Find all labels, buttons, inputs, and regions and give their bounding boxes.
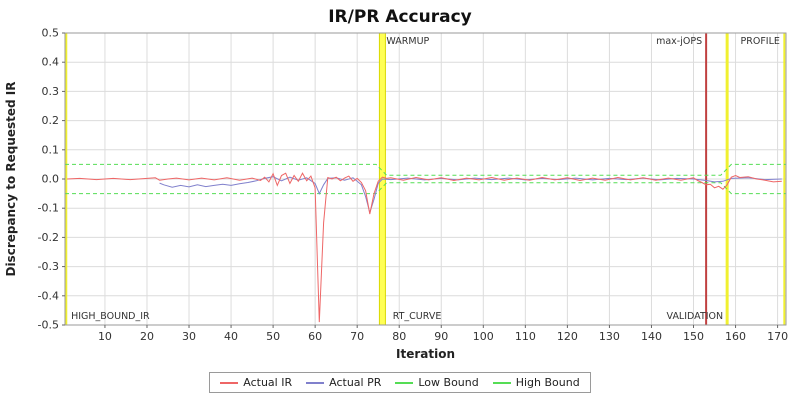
phase-marker-line [725, 33, 729, 325]
x-tick-label: 130 [599, 330, 620, 343]
y-tick-label: 0.3 [42, 85, 60, 98]
chart-title: IR/PR Accuracy [328, 7, 472, 27]
y-tick-label: 0.2 [42, 114, 60, 127]
phase-marker-line [65, 33, 68, 325]
series-low-bound [65, 182, 786, 195]
x-tick-label: 50 [266, 330, 280, 343]
y-tick-label: 0.5 [42, 28, 60, 40]
plot-canvas: 10 20 30 40 50 60 70 80 90 100 110 120 130 140 150 160 1… [4, 28, 789, 361]
legend-item-high-bound: High Bound [492, 376, 580, 389]
x-tick-label: 150 [683, 330, 704, 343]
annotation-warmup: WARMUP [386, 36, 429, 47]
x-tick-label: 80 [392, 330, 406, 343]
x-tick-label: 110 [515, 330, 536, 343]
x-tick-label: 90 [434, 330, 448, 343]
y-tick-label: 0.1 [42, 143, 60, 156]
legend-swatch [220, 381, 239, 384]
legend: Actual IR Actual PR Low Bound High Bound [209, 372, 591, 393]
legend-item-label: Low Bound [418, 376, 479, 389]
phase-marker-line [783, 33, 786, 325]
axis-ticks: 10 20 30 40 50 60 70 80 90 100 110 120 130 140 150 160 1… [38, 28, 789, 343]
series-high-bound [65, 163, 786, 176]
legend-item-low-bound: Low Bound [395, 376, 479, 389]
y-tick-label: -0.1 [38, 202, 59, 215]
x-axis-label: Iteration [396, 347, 455, 361]
legend-item-label: High Bound [515, 376, 580, 389]
x-tick-label: 170 [767, 330, 788, 343]
y-tick-label: 0.0 [42, 173, 60, 186]
legend-item-actual-ir: Actual IR [220, 376, 292, 389]
y-tick-label: -0.5 [38, 319, 59, 332]
y-tick-label: -0.3 [38, 260, 59, 273]
y-tick-label: -0.4 [38, 289, 59, 302]
x-tick-label: 30 [182, 330, 196, 343]
x-tick-label: 20 [140, 330, 154, 343]
x-tick-label: 10 [98, 330, 112, 343]
x-tick-label: 100 [473, 330, 494, 343]
annotation-profile: PROFILE [741, 36, 780, 47]
x-tick-label: 140 [641, 330, 662, 343]
annotation-rt_curve: RT_CURVE [393, 311, 442, 322]
annotation-high_bound_ir: HIGH_BOUND_IR [71, 311, 150, 322]
legend-item-label: Actual PR [329, 376, 382, 389]
legend-item-label: Actual IR [243, 376, 293, 389]
x-tick-label: 120 [557, 330, 578, 343]
legend-swatch [492, 381, 511, 384]
y-tick-label: -0.2 [38, 231, 59, 244]
y-tick-label: 0.4 [42, 56, 60, 69]
x-tick-label: 60 [308, 330, 322, 343]
x-tick-label: 40 [224, 330, 238, 343]
x-tick-label: 70 [350, 330, 364, 343]
series-actual-ir [67, 172, 782, 323]
y-axis-label: Discrepancy to Requested IR [4, 81, 18, 276]
legend-item-actual-pr: Actual PR [306, 376, 381, 389]
legend-wrap: Actual IR Actual PR Low Bound High Bound [0, 372, 800, 393]
phase-marker-line [705, 33, 708, 325]
x-tick-label: 160 [725, 330, 746, 343]
annotation-max-jops: max-jOPS [656, 36, 702, 47]
legend-swatch [395, 381, 414, 384]
annotation-validation: VALIDATION [667, 311, 724, 322]
legend-swatch [306, 381, 325, 384]
